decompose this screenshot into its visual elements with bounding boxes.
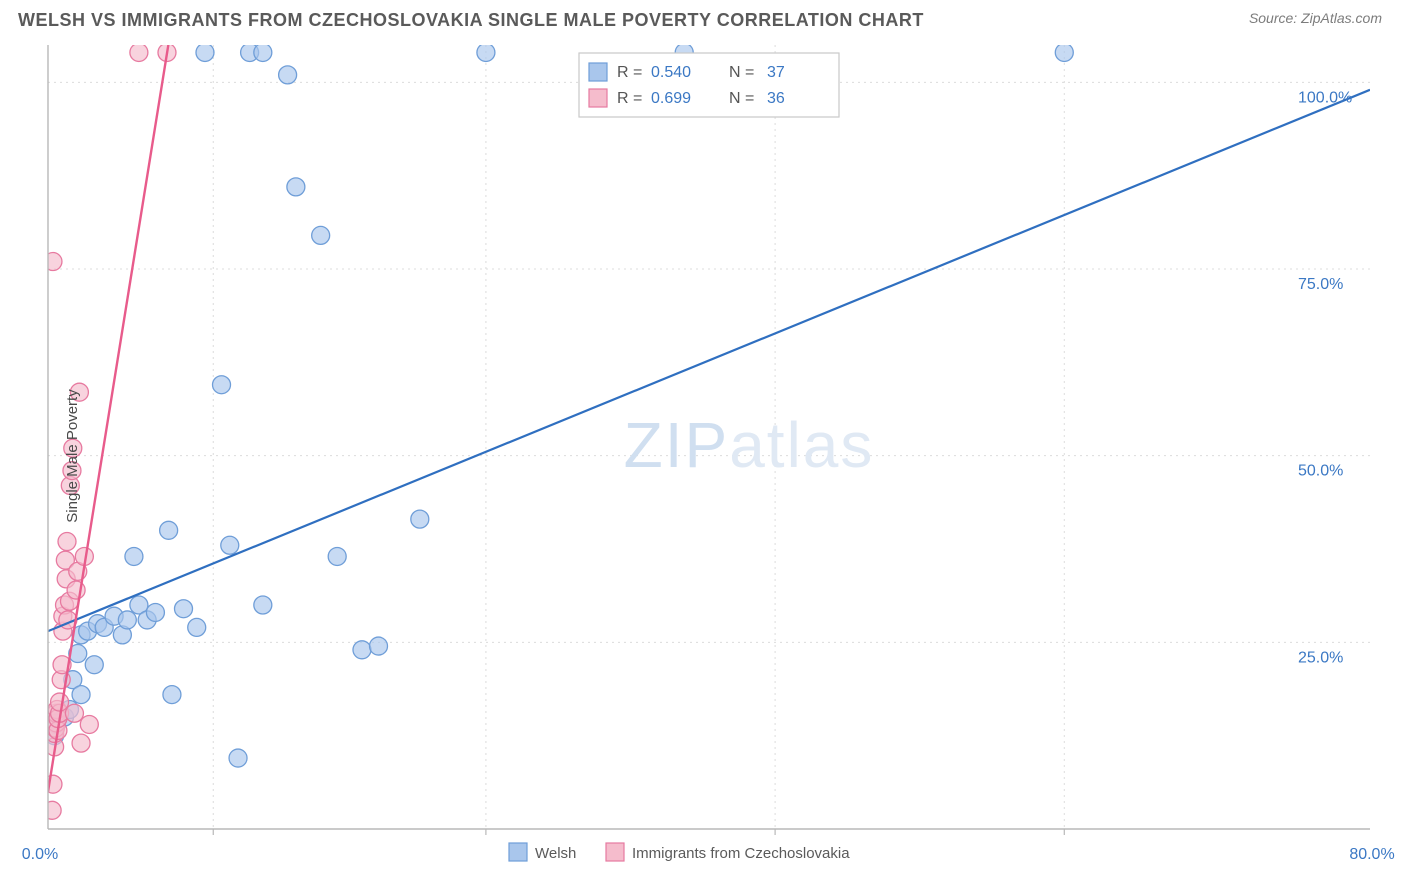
data-point xyxy=(312,226,330,244)
data-point xyxy=(44,775,62,793)
stat-r-label: R = xyxy=(617,90,642,107)
data-point xyxy=(163,686,181,704)
data-point xyxy=(80,715,98,733)
data-point xyxy=(1055,43,1073,61)
legend-swatch xyxy=(606,843,624,861)
legend-swatch xyxy=(509,843,527,861)
data-point xyxy=(160,521,178,539)
data-point xyxy=(72,734,90,752)
data-point xyxy=(65,704,83,722)
data-point xyxy=(287,178,305,196)
stat-n-label: N = xyxy=(729,64,754,81)
data-point xyxy=(58,533,76,551)
data-point xyxy=(72,686,90,704)
stat-n-label: N = xyxy=(729,90,754,107)
data-point xyxy=(146,603,164,621)
data-point xyxy=(370,637,388,655)
data-point xyxy=(213,376,231,394)
watermark: ZIPatlas xyxy=(624,409,875,481)
data-point xyxy=(118,611,136,629)
data-point xyxy=(254,596,272,614)
y-axis-label: Single Male Poverty xyxy=(64,389,81,522)
stat-n-value: 37 xyxy=(767,64,785,81)
source-label: Source: ZipAtlas.com xyxy=(1249,10,1382,26)
data-point xyxy=(229,749,247,767)
legend-swatch xyxy=(589,89,607,107)
y-tick-label: 50.0% xyxy=(1298,463,1343,480)
y-tick-label: 75.0% xyxy=(1298,276,1343,293)
data-point xyxy=(254,43,272,61)
data-point xyxy=(43,801,61,819)
y-tick-label: 100.0% xyxy=(1298,89,1352,106)
y-tick-label: 25.0% xyxy=(1298,649,1343,666)
data-point xyxy=(196,43,214,61)
data-point xyxy=(188,618,206,636)
data-point xyxy=(44,253,62,271)
chart-container: Single Male Poverty ZIPatlas 25.0% 50.0% 75… xyxy=(0,31,1406,881)
legend-label: Welsh xyxy=(535,845,576,862)
stat-r-value: 0.540 xyxy=(651,64,691,81)
data-point xyxy=(175,600,193,618)
data-point xyxy=(279,66,297,84)
data-point xyxy=(353,641,371,659)
x-tick-label: 0.0% xyxy=(22,846,58,863)
stat-n-value: 36 xyxy=(767,90,785,107)
stats-box xyxy=(579,53,839,117)
data-point xyxy=(130,43,148,61)
trend-line xyxy=(48,90,1370,631)
data-point xyxy=(477,43,495,61)
x-tick-label: 80.0% xyxy=(1349,846,1394,863)
stat-r-value: 0.699 xyxy=(651,90,691,107)
data-point xyxy=(221,536,239,554)
data-point xyxy=(328,547,346,565)
legend-swatch xyxy=(589,63,607,81)
data-point xyxy=(125,547,143,565)
data-point xyxy=(51,693,69,711)
chart-title: WELSH VS IMMIGRANTS FROM CZECHOSLOVAKIA … xyxy=(18,10,924,31)
stat-r-label: R = xyxy=(617,64,642,81)
legend-label: Immigrants from Czechoslovakia xyxy=(632,845,850,862)
scatter-chart: ZIPatlas 25.0% 50.0% 75.0% 100.0% 0.0% 80.0% R … xyxy=(0,31,1406,881)
data-point xyxy=(85,656,103,674)
data-point xyxy=(411,510,429,528)
